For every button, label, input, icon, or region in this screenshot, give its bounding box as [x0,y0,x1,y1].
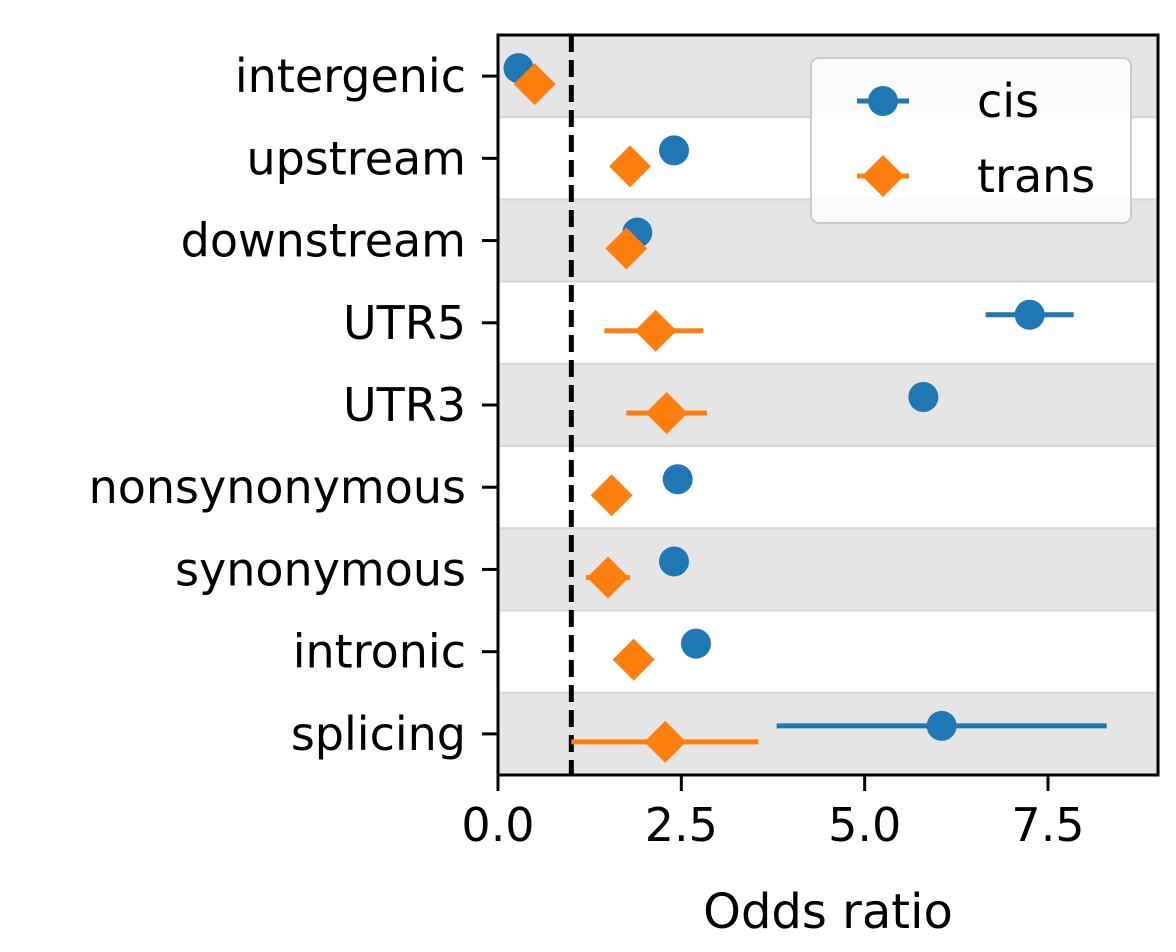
point-trans [609,145,651,188]
point-trans [645,392,688,434]
y-tick-label: nonsynonymous [89,460,466,514]
row-band [497,691,1159,776]
y-tick-label: splicing [291,707,466,761]
row-band [497,445,1159,530]
y-tick-label: intronic [293,625,466,679]
point-trans [513,63,556,106]
x-tick-label: 2.5 [645,798,718,852]
y-tick-label: downstream [181,214,466,268]
x-axis-title: Odds ratio [703,884,953,940]
y-axis: intergenic upstream downstream UTR5 UTR3 nons… [89,49,498,761]
row-band [497,280,1159,365]
y-tick-label: UTR5 [343,296,466,350]
point-cis [662,464,693,495]
row-band [497,609,1159,694]
point-trans [587,556,629,599]
legend-label-trans: trans [977,149,1095,203]
row-bands [497,34,1159,776]
point-trans [644,720,687,763]
x-tick-label: 0.0 [461,798,534,852]
point-trans [612,638,655,681]
point-trans [605,227,648,270]
x-tick-label: 7.5 [1011,798,1084,852]
point-trans [634,309,677,352]
point-cis [926,710,957,741]
legend-marker-cis [868,86,898,116]
y-tick-label: UTR3 [343,378,466,432]
y-tick-label: intergenic [235,49,466,103]
x-tick-label: 5.0 [828,798,901,852]
x-axis: 0.0 2.5 5.0 7.5 [461,775,1085,852]
legend-label-cis: cis [977,74,1039,128]
row-band [497,362,1159,448]
point-cis [659,135,689,166]
y-tick-label: upstream [246,131,466,185]
y-tick-label: synonymous [175,542,466,596]
point-cis [659,546,689,577]
point-cis [1014,299,1045,330]
point-trans [590,474,633,517]
point-cis [681,628,711,659]
legend-marker-trans [862,155,904,197]
data-markers [503,53,1045,763]
point-cis [908,382,939,412]
legend: cis trans [810,57,1132,224]
